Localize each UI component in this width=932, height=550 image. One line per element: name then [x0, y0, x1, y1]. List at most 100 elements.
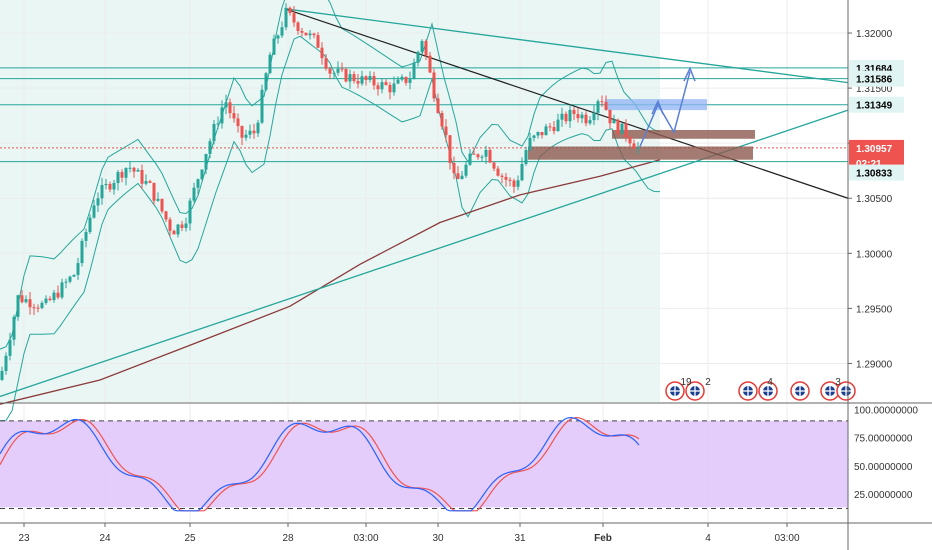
candle-body: [448, 135, 452, 163]
candle-body: [480, 156, 484, 158]
projection-path: [639, 71, 691, 147]
price-tick-label: 1.29500: [856, 304, 893, 315]
candle-body: [264, 73, 268, 90]
candle-body: [284, 7, 288, 28]
projection-arrowhead-2: [651, 99, 664, 115]
candle-body: [184, 223, 188, 228]
trendline-upper: [284, 8, 849, 84]
candle-body: [180, 224, 184, 228]
price-tag-label: 02:21: [856, 159, 882, 170]
price-tag-label: 1.31586: [856, 75, 893, 86]
candle-body: [456, 173, 460, 180]
stochastic-pane[interactable]: [0, 404, 848, 522]
candle-body: [604, 102, 608, 110]
candle-body: [88, 217, 92, 233]
projection-arrowhead: [683, 66, 696, 82]
candle-body: [460, 175, 464, 180]
candle-body: [60, 282, 64, 298]
candle-body: [228, 102, 232, 114]
candle-body: [16, 295, 20, 317]
candle-body: [308, 33, 312, 36]
candle-body: [500, 175, 504, 177]
candle-body: [404, 76, 408, 83]
candle-body: [188, 200, 192, 224]
candle-body: [504, 176, 508, 180]
time-tick-label: 4: [705, 533, 711, 544]
time-tick-label: 25: [184, 533, 196, 544]
candle-body: [24, 299, 28, 303]
candle-body: [36, 307, 40, 309]
stochastic-d-line: [0, 416, 640, 512]
candle-body: [488, 149, 492, 163]
candle-body: [428, 55, 432, 73]
candle-body: [632, 143, 636, 149]
candle-body: [564, 113, 568, 122]
price-tick-label: 1.30000: [856, 249, 893, 260]
candle-body: [320, 47, 324, 59]
time-tick-label: 03:00: [353, 533, 378, 544]
candle-body: [316, 35, 320, 48]
candle-body: [592, 112, 596, 121]
candle-body: [624, 123, 628, 138]
candle-body: [432, 72, 436, 99]
candle-body: [48, 298, 52, 301]
candle-body: [468, 153, 472, 165]
candle-body: [508, 179, 512, 181]
candle-body: [168, 219, 172, 231]
time-tick-label: 31: [514, 533, 526, 544]
candle-body: [296, 22, 300, 31]
resistance-zone: [612, 129, 755, 139]
candle-body: [64, 281, 68, 283]
candle-body: [100, 185, 104, 199]
candle-body: [140, 169, 144, 184]
candle-body: [120, 172, 124, 178]
price-tick-label: 1.29000: [856, 359, 893, 370]
candle-body: [104, 183, 108, 186]
candle-body: [344, 68, 348, 82]
price-tag-label: 1.31684: [856, 64, 893, 75]
price-tick-label: 1.30500: [856, 194, 893, 205]
candle-body: [68, 276, 72, 282]
candle-body: [56, 292, 60, 298]
candle-body: [360, 76, 364, 84]
price-tag: [849, 70, 904, 87]
candle-body: [576, 114, 580, 119]
candle-body: [156, 198, 160, 201]
candle-body: [596, 101, 600, 113]
candle-body: [76, 263, 80, 275]
candle-body: [200, 169, 204, 180]
candle-body: [96, 198, 100, 206]
candle-body: [340, 68, 344, 70]
candle-body: [400, 76, 404, 80]
candle-body: [32, 307, 36, 309]
candle-body: [256, 122, 260, 134]
price-tag: [849, 164, 904, 181]
candle-body: [560, 113, 564, 120]
candle-body: [12, 316, 16, 340]
candle-body: [620, 123, 624, 134]
candle-body: [232, 113, 236, 119]
candle-body: [572, 109, 576, 115]
candle-body: [408, 79, 412, 83]
candle-body: [44, 298, 48, 303]
stochastic-tick-label: 25.00000000: [854, 490, 913, 501]
candle-body: [512, 180, 516, 187]
candle-body: [484, 149, 488, 157]
candle-body: [580, 114, 584, 119]
candle-body: [72, 274, 76, 277]
candle-body: [324, 58, 328, 69]
price-tick-label: 1.32000: [856, 29, 893, 40]
candle-body: [524, 150, 528, 165]
candle-body: [248, 130, 252, 135]
candle-body: [8, 339, 12, 356]
candle-body: [348, 74, 352, 82]
candle-body: [380, 82, 384, 90]
candle-body: [260, 89, 264, 123]
candle-body: [356, 81, 360, 84]
candle-body: [304, 32, 308, 36]
candle-body: [124, 167, 128, 178]
candle-body: [616, 119, 620, 134]
price-pane[interactable]: 19 2 4 3: [0, 0, 856, 422]
